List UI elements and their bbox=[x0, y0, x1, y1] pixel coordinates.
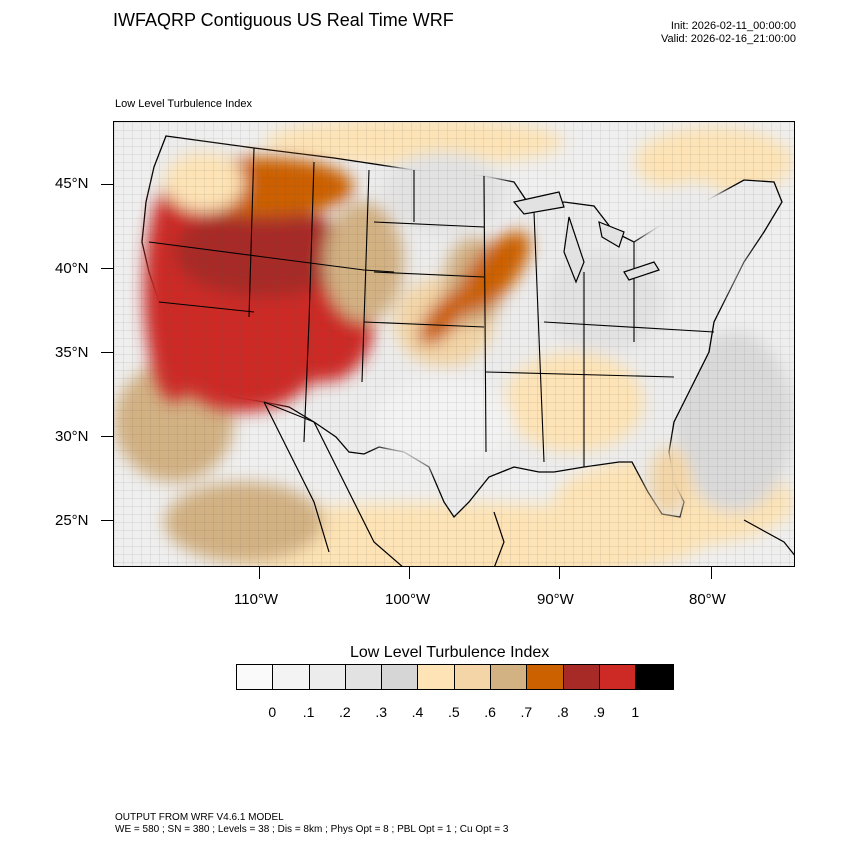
colorbar-cell bbox=[345, 665, 383, 689]
colorbar-label: .6 bbox=[484, 704, 496, 720]
colorbar-label: .5 bbox=[447, 704, 460, 720]
lon-tick bbox=[559, 567, 560, 579]
colorbar-label: .2 bbox=[339, 704, 351, 720]
great-lakes bbox=[512, 191, 660, 284]
lon-label-90: 90°W bbox=[537, 591, 574, 608]
lon-label-80: 80°W bbox=[689, 591, 726, 608]
colorbar-cell bbox=[491, 665, 528, 689]
lat-label-35: 35°N bbox=[55, 344, 89, 361]
turbulence-map bbox=[114, 122, 794, 566]
colorbar-cell bbox=[599, 665, 637, 689]
lat-tick bbox=[101, 184, 113, 185]
lat-tick bbox=[101, 352, 113, 353]
lon-tick bbox=[711, 567, 712, 579]
colorbar-label: 1 bbox=[631, 704, 640, 720]
lon-label-110: 110°W bbox=[234, 591, 279, 608]
colorbar-cell bbox=[309, 665, 346, 689]
init-time: Init: 2026-02-11_00:00:00 bbox=[670, 20, 796, 32]
other-coastlines bbox=[263, 401, 794, 566]
map-panel bbox=[113, 121, 795, 567]
colorbar-cell bbox=[527, 665, 564, 689]
colorbar-cell bbox=[454, 665, 492, 689]
colorbar-label: .9 bbox=[593, 704, 605, 720]
colorbar-label: .7 bbox=[520, 704, 533, 720]
colorbar-label: .8 bbox=[556, 704, 569, 720]
lat-label-45: 45°N bbox=[55, 175, 89, 192]
lat-label-30: 30°N bbox=[55, 428, 89, 445]
colorbar-label: .4 bbox=[411, 704, 424, 720]
colorbar bbox=[236, 664, 674, 690]
lon-tick bbox=[259, 567, 260, 579]
map-subtitle: Low Level Turbulence Index bbox=[115, 98, 252, 110]
colorbar-label: 0 bbox=[268, 704, 277, 720]
lat-tick bbox=[101, 520, 113, 521]
lon-tick bbox=[409, 567, 410, 579]
valid-time: Valid: 2026-02-16_21:00:00 bbox=[661, 33, 796, 45]
chart-title: IWFAQRP Contiguous US Real Time WRF bbox=[113, 10, 454, 30]
colorbar-cell bbox=[237, 665, 274, 689]
state-borders bbox=[148, 147, 715, 467]
colorbar-cell bbox=[418, 665, 455, 689]
county-lines bbox=[114, 122, 794, 566]
colorbar-cell bbox=[273, 665, 310, 689]
lon-label-100: 100°W bbox=[385, 591, 431, 608]
colorbar-cell bbox=[382, 665, 419, 689]
model-options: WE = 580 ; SN = 380 ; Levels = 38 ; Dis … bbox=[115, 824, 509, 835]
colorbar-title: Low Level Turbulence Index bbox=[350, 644, 550, 661]
model-info: OUTPUT FROM WRF V4.6.1 MODEL bbox=[115, 812, 284, 823]
lat-label-40: 40°N bbox=[55, 260, 89, 277]
colorbar-cell bbox=[636, 665, 673, 689]
lat-tick bbox=[101, 268, 113, 269]
colorbar-label: .1 bbox=[302, 704, 315, 720]
lat-label-25: 25°N bbox=[55, 512, 89, 529]
colorbar-cell bbox=[563, 665, 600, 689]
colorbar-label: .3 bbox=[375, 704, 388, 720]
lat-tick bbox=[101, 436, 113, 437]
